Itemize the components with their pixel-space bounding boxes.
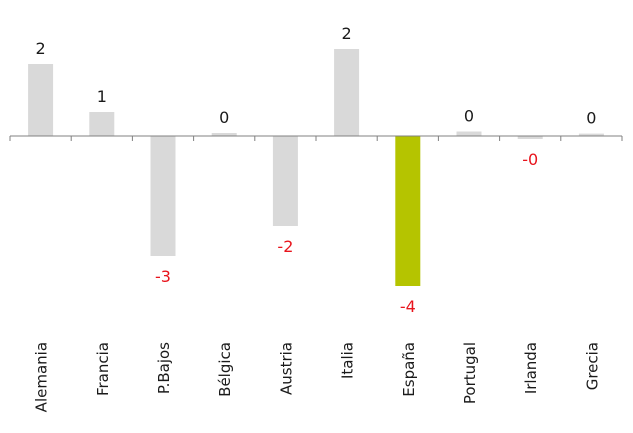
category-label-p-bajos: P.Bajos: [155, 342, 173, 394]
category-label-espana: España: [400, 342, 418, 397]
bar-espana: [395, 136, 421, 286]
data-label-belgica: 0: [219, 108, 229, 127]
bar-irlanda: [517, 136, 543, 139]
bar-francia: [89, 112, 115, 136]
bar-austria: [272, 136, 298, 226]
bar-p-bajos: [150, 136, 176, 256]
bar-alemania: [28, 64, 54, 136]
data-label-grecia: 0: [586, 109, 596, 128]
category-label-austria: Austria: [277, 342, 295, 395]
category-label-grecia: Grecia: [583, 342, 601, 390]
category-label-portugal: Portugal: [461, 342, 479, 404]
data-label-irlanda: -0: [522, 150, 538, 169]
category-label-italia: Italia: [339, 342, 357, 379]
bar-grecia: [578, 133, 604, 136]
category-label-alemania: Alemania: [33, 342, 51, 412]
data-label-p-bajos: -3: [155, 267, 171, 286]
data-label-italia: 2: [342, 24, 352, 43]
bar-portugal: [456, 131, 482, 136]
category-label-irlanda: Irlanda: [522, 342, 540, 394]
data-label-austria: -2: [277, 237, 293, 256]
category-labels-group: Alemania Francia P.Bajos Bélgica Austria Ital…: [33, 342, 602, 413]
data-label-francia: 1: [97, 87, 107, 106]
category-label-belgica: Bélgica: [216, 342, 234, 397]
data-label-portugal: 0: [464, 107, 474, 126]
bar-italia: [334, 49, 360, 136]
x-axis: [9, 135, 623, 141]
category-label-francia: Francia: [94, 342, 112, 396]
data-label-alemania: 2: [36, 39, 46, 58]
bar-belgica: [211, 133, 237, 136]
data-label-espana: -4: [400, 297, 416, 316]
data-labels-group: 2 1 -3 0 -2 2 -4 0 -0 0: [36, 24, 597, 316]
bars-group: [28, 49, 604, 286]
